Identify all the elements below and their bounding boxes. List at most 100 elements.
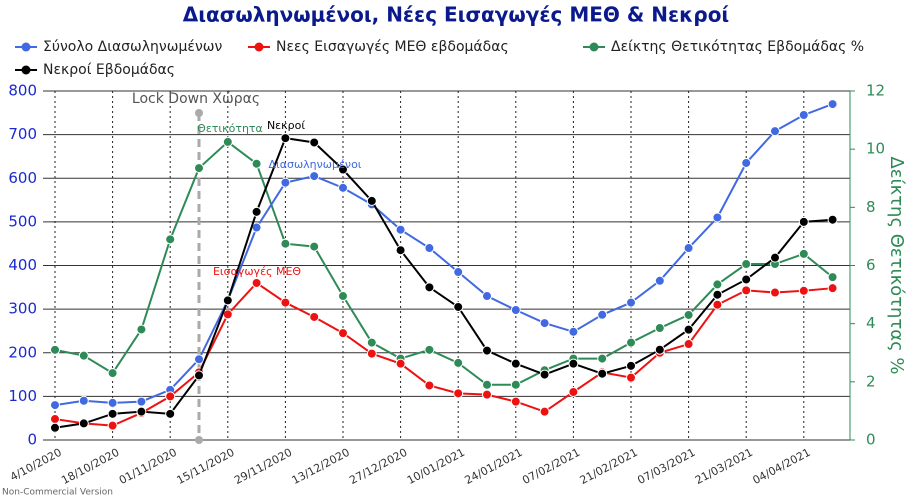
y-tick-label: 200 bbox=[8, 343, 37, 361]
point bbox=[568, 326, 579, 337]
point bbox=[136, 406, 147, 417]
series-line bbox=[54, 103, 833, 407]
point bbox=[366, 348, 377, 359]
point bbox=[309, 311, 320, 322]
x-tick-label: 29/11/2020 bbox=[232, 446, 294, 487]
point bbox=[338, 328, 348, 339]
point bbox=[338, 164, 348, 175]
point bbox=[827, 283, 838, 294]
point bbox=[165, 234, 176, 245]
point bbox=[78, 350, 89, 361]
point bbox=[683, 324, 694, 335]
point bbox=[626, 337, 636, 348]
y-tick-label: 100 bbox=[8, 387, 37, 405]
point bbox=[107, 368, 118, 379]
point bbox=[424, 282, 435, 293]
point bbox=[654, 344, 665, 355]
point bbox=[626, 297, 636, 308]
point bbox=[798, 285, 809, 296]
point bbox=[597, 353, 608, 364]
point bbox=[741, 157, 752, 168]
legend-marker bbox=[589, 42, 599, 52]
point bbox=[453, 388, 464, 399]
point bbox=[251, 277, 262, 288]
series-line bbox=[54, 281, 833, 427]
point bbox=[510, 379, 521, 390]
legend-label: Νεκροί Εβδομάδας bbox=[43, 62, 175, 78]
y2-tick-label: 4 bbox=[866, 314, 876, 332]
y2-tick-label: 2 bbox=[866, 372, 876, 390]
point bbox=[194, 354, 204, 365]
point bbox=[626, 372, 636, 383]
point bbox=[597, 309, 608, 320]
point bbox=[50, 400, 60, 411]
point bbox=[654, 323, 665, 334]
legend-marker bbox=[21, 42, 31, 52]
footnote: Non-Commercial Version bbox=[2, 488, 113, 498]
point bbox=[453, 267, 464, 278]
point bbox=[798, 248, 809, 259]
point bbox=[453, 357, 464, 368]
point bbox=[280, 297, 291, 308]
point bbox=[539, 406, 550, 417]
point bbox=[50, 422, 60, 433]
x-tick-label: 4/10/2020 bbox=[8, 446, 64, 484]
point bbox=[770, 287, 780, 298]
point bbox=[309, 137, 320, 148]
point bbox=[165, 408, 176, 419]
legend-marker bbox=[21, 65, 31, 75]
x-tick-label: 07/02/2021 bbox=[520, 446, 582, 487]
point bbox=[626, 360, 636, 371]
point bbox=[395, 358, 406, 369]
point bbox=[280, 238, 291, 249]
x-tick-label: 10/01/2021 bbox=[405, 446, 467, 487]
point bbox=[539, 318, 550, 329]
x-tick-label: 15/11/2020 bbox=[175, 446, 237, 487]
point bbox=[683, 243, 694, 254]
point bbox=[50, 344, 60, 355]
point bbox=[683, 339, 694, 350]
y2-tick-label: 8 bbox=[866, 198, 876, 216]
point bbox=[568, 387, 579, 398]
series-line bbox=[54, 140, 834, 386]
x-tick-label: 01/11/2020 bbox=[117, 446, 179, 487]
y2-tick-label: 10 bbox=[866, 140, 885, 158]
point bbox=[251, 206, 262, 217]
point bbox=[309, 171, 320, 182]
point bbox=[424, 243, 435, 254]
annotation: Θετικότητα bbox=[197, 122, 263, 135]
legend-marker bbox=[254, 42, 264, 52]
point bbox=[338, 182, 348, 193]
y-tick-label: 300 bbox=[8, 300, 37, 318]
point bbox=[194, 370, 204, 381]
point bbox=[366, 195, 377, 206]
point bbox=[424, 344, 435, 355]
point bbox=[741, 285, 752, 296]
point bbox=[482, 379, 492, 390]
point bbox=[107, 397, 118, 408]
point bbox=[482, 345, 492, 356]
point bbox=[827, 214, 838, 225]
point bbox=[395, 245, 406, 256]
point bbox=[107, 420, 118, 431]
point bbox=[251, 158, 262, 169]
point bbox=[827, 272, 838, 283]
point bbox=[366, 337, 377, 348]
point bbox=[798, 109, 809, 120]
point bbox=[712, 212, 723, 223]
point bbox=[482, 291, 492, 302]
legend-label: Σύνολο Διασωληνωμένων bbox=[43, 39, 222, 55]
point bbox=[654, 275, 665, 286]
annotation: Νεκροί bbox=[267, 119, 305, 132]
point bbox=[568, 358, 579, 369]
point bbox=[741, 274, 752, 285]
series-line bbox=[54, 137, 833, 429]
point bbox=[78, 418, 89, 429]
x-tick-label: 27/12/2020 bbox=[347, 446, 409, 487]
x-tick-label: 13/12/2020 bbox=[290, 446, 352, 487]
point bbox=[798, 216, 809, 227]
point bbox=[741, 259, 752, 270]
legend-label: Δείκτης Θετικότητας Εβδομάδας % bbox=[611, 39, 864, 55]
point bbox=[712, 289, 723, 300]
annotation: Διασωληνωμένοι bbox=[268, 158, 361, 171]
